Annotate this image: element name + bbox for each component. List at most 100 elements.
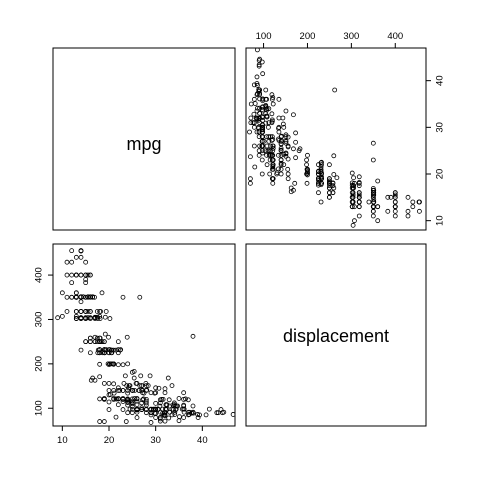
scatter-point bbox=[157, 418, 163, 424]
scatter-point bbox=[252, 101, 258, 106]
scatter-point bbox=[120, 407, 126, 412]
scatter-point bbox=[97, 350, 103, 356]
scatter-point bbox=[153, 415, 159, 420]
scatter-point bbox=[270, 162, 276, 168]
scatter-point bbox=[102, 350, 108, 356]
scatter-point bbox=[405, 213, 411, 219]
scatter-point bbox=[108, 361, 114, 367]
scatter-point bbox=[170, 407, 176, 412]
scatter-point bbox=[78, 248, 84, 254]
scatter-point bbox=[278, 152, 284, 158]
scatter-point bbox=[185, 409, 191, 415]
left-axis-tick-label: 300 bbox=[34, 312, 45, 328]
scatter-point bbox=[129, 406, 135, 412]
scatter-point bbox=[349, 170, 355, 176]
bottom-axis-tick-label: 20 bbox=[104, 435, 115, 446]
scatter-point bbox=[83, 294, 89, 300]
scatter-point bbox=[392, 192, 398, 198]
scatter-point bbox=[278, 157, 284, 163]
scatter-point bbox=[371, 197, 377, 203]
scatter-point bbox=[164, 402, 170, 408]
scatter-point bbox=[370, 213, 376, 219]
scatter-point bbox=[356, 192, 362, 198]
scatter-point bbox=[106, 388, 112, 393]
scatter-point bbox=[115, 388, 121, 393]
scatter-point bbox=[259, 107, 265, 112]
scatter-point bbox=[124, 334, 130, 340]
scatter-point bbox=[327, 162, 332, 168]
scatter-point bbox=[131, 375, 137, 381]
scatter-point bbox=[143, 402, 149, 408]
scatter-point bbox=[392, 190, 398, 196]
panel-top-left-frame bbox=[52, 47, 236, 231]
scatter-point bbox=[113, 414, 119, 420]
scatter-point bbox=[127, 406, 133, 412]
scatter-point bbox=[78, 272, 84, 278]
scatter-point bbox=[356, 190, 362, 196]
scatter-point bbox=[350, 222, 356, 228]
scatter-point bbox=[83, 280, 89, 286]
scatter-point bbox=[134, 398, 140, 404]
scatter-point bbox=[130, 388, 136, 393]
scatter-point bbox=[120, 399, 126, 404]
scatter-point bbox=[190, 403, 196, 409]
scatter-point bbox=[283, 138, 289, 144]
scatter-point bbox=[97, 396, 103, 402]
scatter-point bbox=[392, 204, 398, 210]
scatter-point bbox=[171, 400, 177, 406]
scatter-point bbox=[97, 419, 103, 424]
scatter-point bbox=[129, 410, 135, 416]
scatter-point bbox=[141, 396, 146, 402]
scatter-point bbox=[73, 309, 79, 314]
scatter-point bbox=[59, 313, 65, 319]
scatter-point bbox=[266, 138, 272, 144]
scatter-point bbox=[257, 92, 263, 98]
scatter-point bbox=[138, 373, 144, 379]
scatter-point bbox=[260, 150, 266, 156]
scatter-point bbox=[78, 347, 84, 353]
scatter-point bbox=[176, 396, 182, 401]
scatter-point bbox=[78, 315, 84, 321]
scatter-point bbox=[263, 110, 269, 116]
scatter-point bbox=[163, 407, 169, 412]
scatter-point bbox=[417, 208, 422, 214]
scatter-point bbox=[270, 101, 276, 107]
scatter-point bbox=[125, 361, 131, 367]
scatter-point bbox=[276, 137, 282, 143]
scatter-point bbox=[285, 134, 291, 140]
scatter-point bbox=[55, 315, 61, 321]
scatter-point bbox=[259, 122, 265, 128]
scatter-point bbox=[316, 190, 321, 196]
scatter-point bbox=[106, 407, 112, 412]
scatter-point bbox=[296, 148, 302, 154]
scatter-point bbox=[264, 96, 270, 102]
scatter-point bbox=[181, 415, 187, 420]
scatter-point bbox=[165, 375, 171, 381]
scatter-point bbox=[125, 400, 131, 405]
scatter-point bbox=[143, 407, 149, 412]
scatter-point bbox=[99, 339, 105, 345]
scatter-point bbox=[265, 124, 271, 130]
scatter-point bbox=[167, 409, 173, 415]
scatter-point bbox=[247, 180, 253, 186]
scatter-point bbox=[327, 194, 332, 200]
scatter-point bbox=[281, 124, 287, 130]
scatter-point bbox=[157, 416, 163, 422]
scatter-point bbox=[276, 129, 282, 135]
scatter-point bbox=[370, 186, 376, 191]
scatter-point bbox=[94, 309, 100, 314]
scatter-point bbox=[134, 407, 140, 412]
scatter-point bbox=[83, 339, 89, 345]
scatter-point bbox=[176, 418, 182, 424]
scatter-point bbox=[247, 176, 253, 182]
scatter-point bbox=[259, 143, 265, 149]
scatter-point bbox=[293, 130, 299, 136]
scatter-point bbox=[257, 110, 263, 116]
scatter-point bbox=[95, 350, 101, 356]
scatter-point bbox=[330, 180, 336, 186]
scatter-point bbox=[375, 178, 381, 184]
scatter-point bbox=[270, 164, 276, 169]
scatter-point bbox=[114, 396, 119, 402]
scatter-point bbox=[278, 141, 284, 147]
scatter-point bbox=[327, 178, 332, 184]
